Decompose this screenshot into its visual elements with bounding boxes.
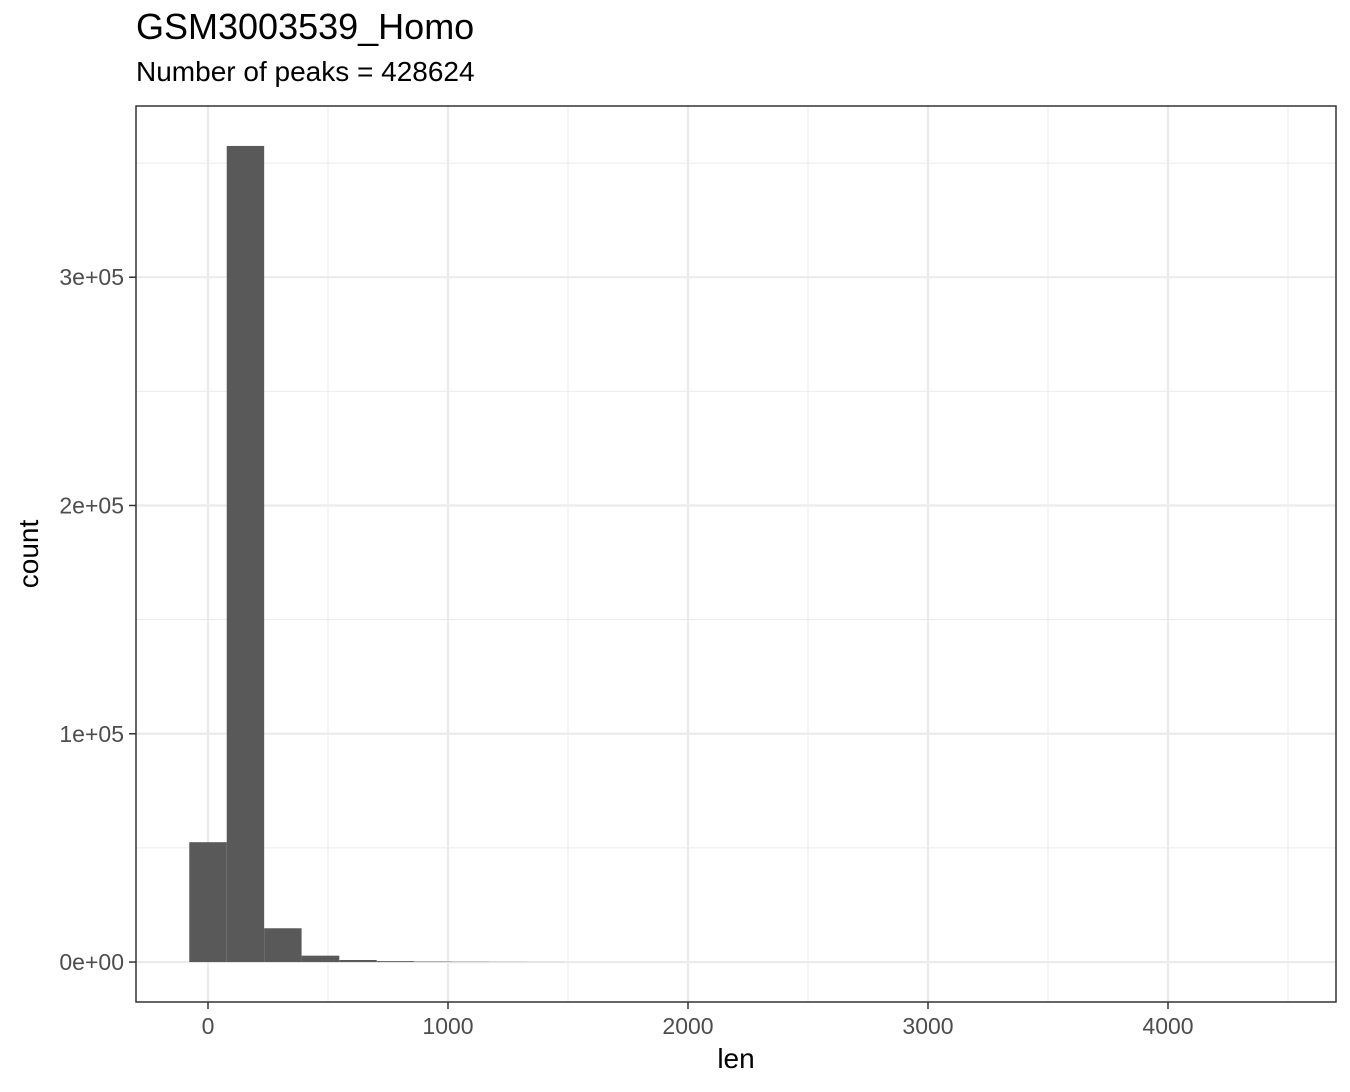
x-tick-label: 1000 xyxy=(422,1013,473,1039)
histogram-bar xyxy=(189,842,227,963)
grid-lines xyxy=(136,106,1336,1002)
histogram-bar xyxy=(226,145,265,963)
panel-border xyxy=(135,105,1337,1003)
y-tick-label: 1e+05 xyxy=(59,721,124,747)
x-tick-label: 4000 xyxy=(1142,1013,1193,1039)
histogram-bars xyxy=(189,145,565,963)
x-axis-title: len xyxy=(717,1043,754,1074)
histogram-bar xyxy=(264,928,302,963)
x-tick-label: 3000 xyxy=(902,1013,953,1039)
histogram-bar xyxy=(301,955,340,963)
axes: 0 1000 2000 3000 4000 0e+00 1e+05 2e+05 3e+05 xyxy=(59,264,1193,1039)
y-tick-label: 2e+05 xyxy=(59,492,124,518)
histogram-bar xyxy=(376,961,415,963)
x-tick-label: 0 xyxy=(202,1013,215,1039)
x-tick-label: 2000 xyxy=(662,1013,713,1039)
y-axis-title: count xyxy=(13,520,44,589)
y-tick-label: 0e+00 xyxy=(59,949,124,975)
y-tick-label: 3e+05 xyxy=(59,264,124,290)
chart-title: GSM3003539_Homo xyxy=(136,6,475,47)
chart-subtitle: Number of peaks = 428624 xyxy=(136,56,475,87)
histogram-bar xyxy=(339,959,377,963)
